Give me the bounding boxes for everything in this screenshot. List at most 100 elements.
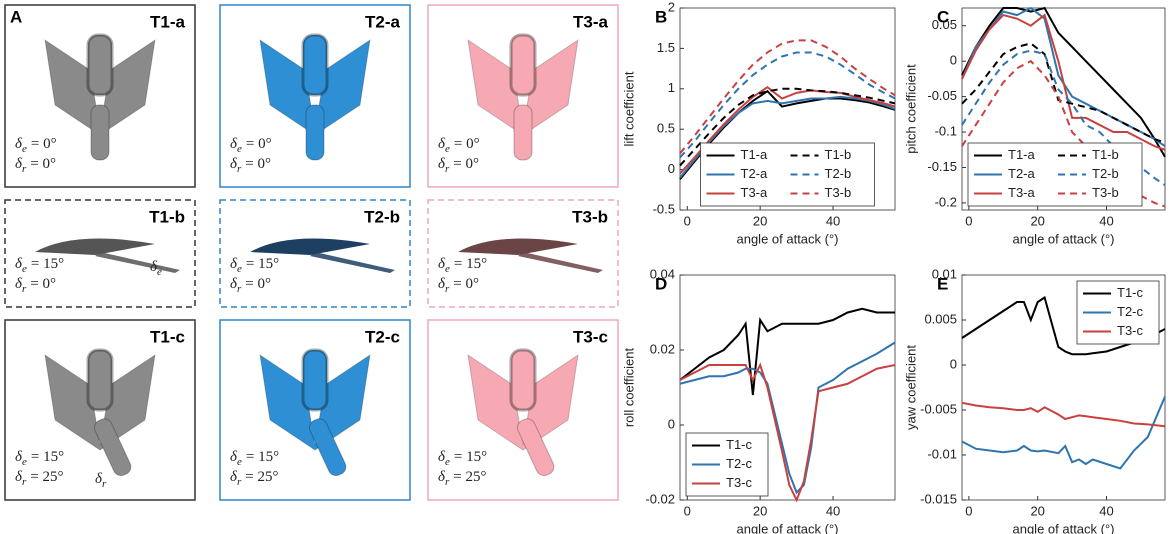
render-tail [91,105,109,160]
y-tick-label: -0.2 [935,194,957,209]
subscript: r [22,163,27,175]
angle-label: δr= 0° [230,156,271,174]
x-tick-label: 0 [965,503,972,518]
subscript: e [237,456,242,468]
render-flap [310,252,395,273]
subscript: e [445,263,450,275]
x-tick-label: 40 [826,213,840,228]
x-axis-label: angle of attack (°) [1012,521,1114,534]
panel-label: A [10,7,22,26]
legend-label: T2-c [1117,304,1144,319]
angle-label: δr= 0° [15,156,56,174]
y-tick-label: 1 [668,80,675,95]
angle-label: δe= 15° [438,256,487,274]
legend-label: T3-c [726,475,753,490]
angle-value: = 25° [453,469,486,485]
cell-title: T3-b [572,207,608,226]
x-tick-label: 40 [1099,213,1113,228]
angle-label: δe= 0° [230,136,272,154]
legend-label: T2-c [726,456,753,471]
render-tail [306,105,324,160]
angle-value: = 0° [30,156,56,172]
x-tick-label: 40 [826,503,840,518]
angle-value: = 0° [245,276,271,292]
x-tick-label: 20 [1030,213,1044,228]
x-tick-label: 20 [753,503,767,518]
subscript: r [237,283,242,295]
cell-title: T3-a [573,12,609,31]
annotation: δe [150,259,162,277]
y-tick-label: 0.01 [932,266,957,281]
render-tail [514,105,532,160]
cell-title: T1-b [149,207,185,226]
cell-title: T3-c [573,327,608,346]
legend-label: T3-a [1008,185,1036,200]
angle-value: = 0° [453,156,479,172]
y-tick-label: 0 [950,356,957,371]
y-tick-label: 0.04 [650,266,675,281]
subscript: r [237,476,242,488]
angle-value: = 0° [31,136,57,152]
subscript: r [22,283,27,295]
series-line [962,43,1165,142]
angle-label: δe= 0° [15,136,57,154]
subscript: e [237,263,242,275]
x-axis-label: angle of attack (°) [736,231,838,246]
x-tick-label: 40 [1099,503,1113,518]
angle-label: δr= 25° [15,469,63,487]
series-line [680,309,895,395]
x-axis-label: angle of attack (°) [736,521,838,534]
subscript: e [445,456,450,468]
render-fin [303,35,327,95]
y-tick-label: 0.05 [932,17,957,32]
render-flap [95,252,180,273]
subscript: e [157,266,162,278]
legend-label: T1-a [1008,147,1036,162]
legend-label: T1-c [1117,285,1144,300]
legend-label: T2-a [1008,166,1036,181]
subscript: r [102,478,107,490]
y-tick-label: 0.02 [650,341,675,356]
y-tick-label: 0 [668,416,675,431]
render-fin [511,35,535,95]
angle-value: = 15° [246,256,279,272]
angle-label: δr= 25° [230,469,278,487]
angle-label: δr= 0° [438,276,479,294]
subscript: e [22,143,27,155]
x-tick-label: 0 [684,503,691,518]
angle-value: = 0° [30,276,56,292]
x-tick-label: 0 [684,213,691,228]
y-tick-label: -0.05 [927,88,957,103]
angle-label: δe= 15° [15,449,64,467]
y-tick-label: 0 [950,53,957,68]
y-tick-label: 0 [668,161,675,176]
annotation: δr [95,471,107,489]
subscript: e [22,263,27,275]
y-tick-label: 0.5 [657,121,675,136]
y-tick-label: -0.5 [653,201,675,216]
render-fin [88,350,112,410]
angle-value: = 15° [246,449,279,465]
angle-label: δr= 25° [438,469,486,487]
render [250,239,370,255]
angle-label: δe= 0° [438,136,480,154]
legend-label: T3-a [741,185,769,200]
subscript: r [445,476,450,488]
x-tick-label: 20 [1030,503,1044,518]
y-tick-label: 1.5 [657,40,675,55]
series-line [962,8,1165,146]
x-tick-label: 0 [965,213,972,228]
angle-value: = 15° [31,449,64,465]
legend-label: T1-b [825,147,852,162]
angle-label: δe= 15° [230,256,279,274]
y-axis-label: yaw coefficient [903,345,918,430]
render [35,239,155,255]
render [458,239,578,255]
angle-label: δe= 15° [230,449,279,467]
legend-label: T1-b [1092,147,1119,162]
render-fin [511,350,535,410]
angle-label: δr= 0° [230,276,271,294]
render-fin [303,350,327,410]
legend-label: T3-b [825,185,852,200]
legend-label: T3-b [1092,185,1119,200]
